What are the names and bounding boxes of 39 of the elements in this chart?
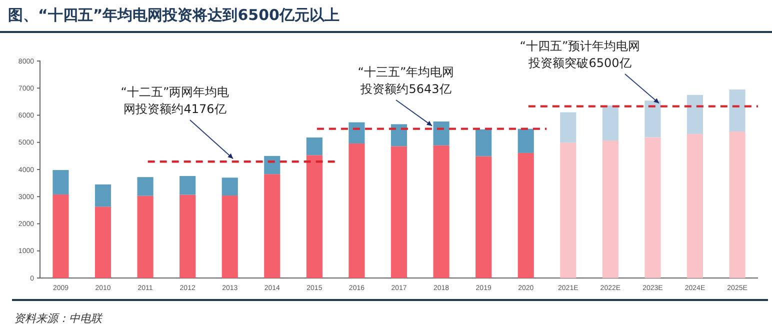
bar [476, 156, 492, 278]
bar [433, 145, 450, 278]
bar [390, 124, 408, 146]
bar [560, 142, 576, 278]
bar [94, 184, 112, 207]
ref-line-label: “十三五”年均电网投资额约5643亿 [358, 65, 454, 96]
bar [729, 132, 746, 278]
bar [686, 134, 704, 278]
chart-title: 图、“十四五”年均电网投资将达到6500亿元以上 [8, 6, 340, 24]
bar [686, 94, 704, 134]
bar [390, 146, 408, 278]
bar [729, 89, 746, 132]
ref-line-label: “十四五”预计年均电网投资额突破6500亿 [520, 39, 640, 70]
bar [644, 100, 661, 138]
bar [348, 143, 365, 278]
ref-line-label: “十二五”两网年均电网投资额约4176亿 [120, 85, 230, 116]
bar [264, 156, 280, 174]
bar [433, 121, 450, 146]
bar [348, 122, 365, 144]
bar [264, 174, 280, 278]
bar [518, 128, 534, 153]
bar [180, 176, 196, 195]
bar [52, 194, 69, 278]
text: 资料来源：中电联 [14, 312, 103, 325]
bar [222, 196, 238, 278]
bar [602, 105, 618, 140]
bar [137, 196, 154, 278]
bar [137, 177, 154, 196]
bar [94, 206, 112, 278]
bar [306, 137, 322, 156]
bar [306, 155, 322, 278]
bar [518, 152, 534, 278]
bar [180, 194, 196, 278]
bar [644, 137, 661, 278]
bar [602, 140, 618, 278]
bar [52, 170, 69, 194]
bar [560, 112, 576, 143]
bar [476, 129, 492, 156]
bar [222, 178, 238, 196]
